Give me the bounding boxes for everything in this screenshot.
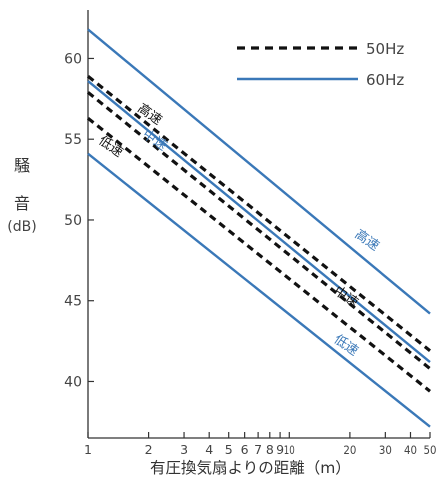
y-axis-label: 騒 音 (dB) [6,156,38,235]
y-tick-label: 45 [64,294,82,310]
x-tick-label: 4 [205,442,213,457]
x-tick-label: 2 [145,442,153,457]
y-tick-label: 60 [64,51,82,67]
speed-label: 中速 [140,127,170,154]
legend-label: 50Hz [366,40,404,58]
y-axis-label-char-2: 音 [13,194,30,213]
chart-legend: 50Hz 60Hz [237,40,404,89]
x-tick-label: 50 [424,443,437,457]
speed-label: 低速 [331,332,361,359]
x-tick-label: 30 [379,443,392,457]
y-axis-label-char-1: 騒 [13,156,30,175]
y-tick-label: 40 [64,374,82,390]
chart-series [86,28,432,428]
x-tick-label: 20 [343,443,356,457]
speed-label: 低速 [96,133,126,160]
series-line-50hz [87,116,431,393]
y-tick-label: 50 [64,213,82,229]
y-axis-unit: (dB) [7,219,37,235]
y-tick-label: 55 [64,132,82,148]
x-tick-label: 5 [225,442,233,457]
speed-label: 中速 [331,284,361,311]
x-tick-label: 10 [284,443,295,457]
x-tick-label: 1 [84,442,92,457]
legend-label: 60Hz [366,71,404,89]
x-tick-label: 8 [266,442,274,457]
x-tick-label: 40 [404,443,417,457]
x-axis-label: 有圧換気扇よりの距離（m） [150,459,351,477]
series-line-50hz [86,91,432,370]
series-line-60hz [87,152,431,428]
series-line-60hz [87,80,431,364]
x-tick-label: 3 [180,442,188,457]
series-line-50hz [86,74,432,353]
x-tick-label: 9 [276,442,284,457]
x-tick-label: 6 [241,442,249,457]
series-line-60hz [87,28,431,315]
speed-label: 高速 [352,226,382,254]
x-tick-label: 7 [254,442,262,457]
